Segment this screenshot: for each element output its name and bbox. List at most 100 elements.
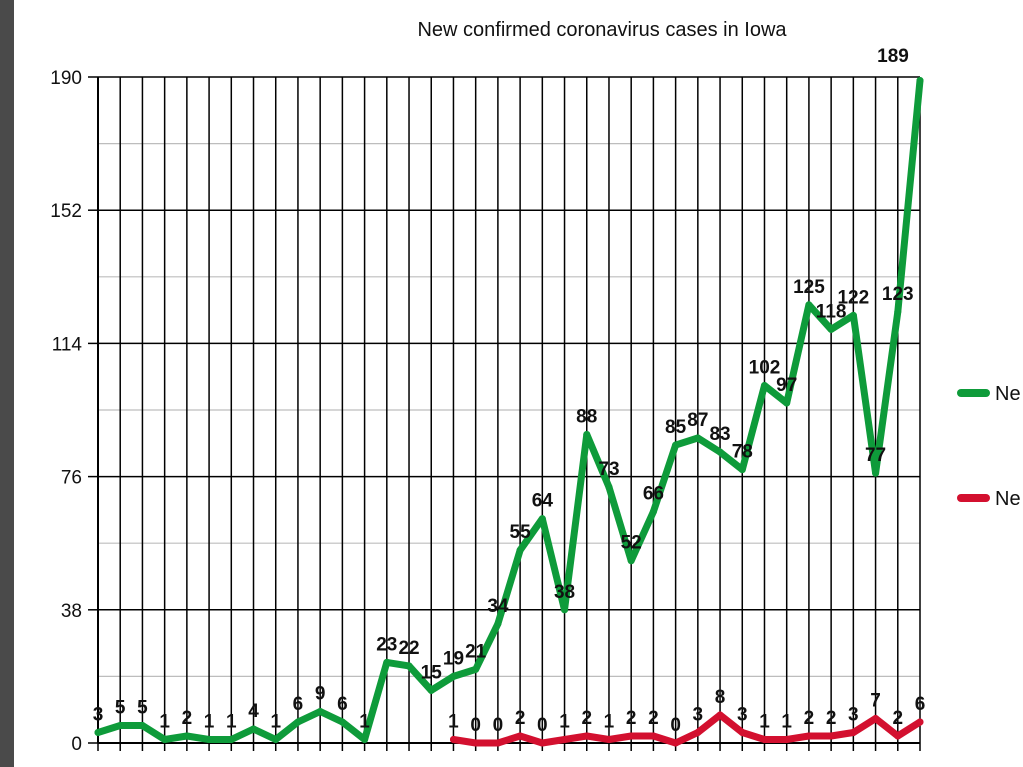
data-point (760, 381, 768, 389)
data-label: 88 (576, 407, 597, 428)
data-label: 97 (776, 375, 797, 396)
data-point (738, 728, 746, 736)
data-label: 23 (376, 634, 397, 655)
y-tick-label: 38 (61, 601, 82, 622)
data-point (716, 448, 724, 456)
data-label: 0 (470, 715, 481, 736)
y-tick-label: 190 (50, 68, 82, 89)
data-point (538, 515, 546, 523)
data-label: 1 (204, 711, 215, 732)
data-point (783, 735, 791, 743)
data-label: 125 (793, 277, 825, 298)
data-label: 1 (559, 711, 570, 732)
chart-legend: Ne Ne (957, 383, 1021, 510)
data-point (494, 739, 502, 747)
data-label: 1 (759, 711, 770, 732)
data-point (205, 735, 213, 743)
data-point (916, 718, 924, 726)
data-label: 1 (448, 711, 459, 732)
data-point (561, 735, 569, 743)
data-label: 9 (315, 683, 326, 704)
data-label: 77 (865, 445, 886, 466)
data-point (783, 399, 791, 407)
data-point (561, 606, 569, 614)
y-tick-label: 76 (61, 468, 82, 489)
data-point (449, 735, 457, 743)
y-tick-label: 114 (52, 334, 83, 355)
data-point (916, 77, 924, 85)
data-label: 6 (293, 694, 304, 715)
data-point (849, 311, 857, 319)
y-tick-label: 152 (50, 201, 82, 222)
data-point (294, 718, 302, 726)
data-label: 3 (93, 704, 104, 725)
data-label: 118 (816, 301, 847, 322)
data-point (361, 735, 369, 743)
data-label: 64 (532, 491, 554, 512)
data-label: 0 (537, 715, 548, 736)
data-point (272, 735, 280, 743)
data-point (805, 301, 813, 309)
data-label: 2 (515, 708, 526, 729)
data-label: 1 (781, 711, 792, 732)
data-label: 8 (715, 687, 726, 708)
data-point (383, 658, 391, 666)
data-point (516, 732, 524, 740)
data-point (805, 732, 813, 740)
window-scrollbar[interactable] (0, 0, 14, 767)
data-label: 4 (248, 701, 259, 722)
data-point (338, 718, 346, 726)
data-point (449, 672, 457, 680)
data-point (583, 431, 591, 439)
max-value-label: 189 (877, 46, 909, 67)
chart-title: New confirmed coronavirus cases in Iowa (417, 19, 787, 41)
data-label: 123 (882, 284, 914, 305)
data-point (138, 721, 146, 729)
data-label: 0 (493, 715, 504, 736)
data-label: 52 (621, 533, 642, 554)
data-label: 15 (421, 662, 443, 683)
data-label: 1 (604, 711, 615, 732)
data-point (627, 732, 635, 740)
data-point (872, 714, 880, 722)
data-label: 2 (826, 708, 837, 729)
data-point (605, 735, 613, 743)
data-point (894, 732, 902, 740)
data-label: 2 (626, 708, 637, 729)
data-label: 6 (337, 694, 348, 715)
data-point (583, 732, 591, 740)
data-label: 21 (465, 641, 487, 662)
data-point (716, 711, 724, 719)
legend-label: Ne (995, 488, 1021, 510)
data-label: 3 (737, 704, 748, 725)
data-point (427, 686, 435, 694)
data-point (872, 469, 880, 477)
data-point (538, 739, 546, 747)
data-point (516, 546, 524, 554)
data-point (694, 728, 702, 736)
y-tick-label: 0 (71, 734, 82, 755)
data-label: 85 (665, 417, 687, 438)
data-label: 122 (837, 287, 869, 308)
data-point (472, 665, 480, 673)
data-point (116, 721, 124, 729)
data-point (227, 735, 235, 743)
data-label: 2 (581, 708, 592, 729)
data-label: 7 (870, 690, 881, 711)
data-point (183, 732, 191, 740)
data-label: 66 (643, 484, 664, 505)
chart-series (94, 77, 924, 747)
series-line-2 (450, 711, 924, 747)
data-label: 87 (687, 410, 708, 431)
data-point (694, 434, 702, 442)
data-point (760, 735, 768, 743)
data-point (316, 707, 324, 715)
data-label: 102 (749, 357, 781, 378)
data-point (472, 739, 480, 747)
data-point (494, 620, 502, 628)
data-label: 2 (892, 708, 903, 729)
data-label: 1 (359, 711, 370, 732)
data-label: 19 (443, 648, 464, 669)
